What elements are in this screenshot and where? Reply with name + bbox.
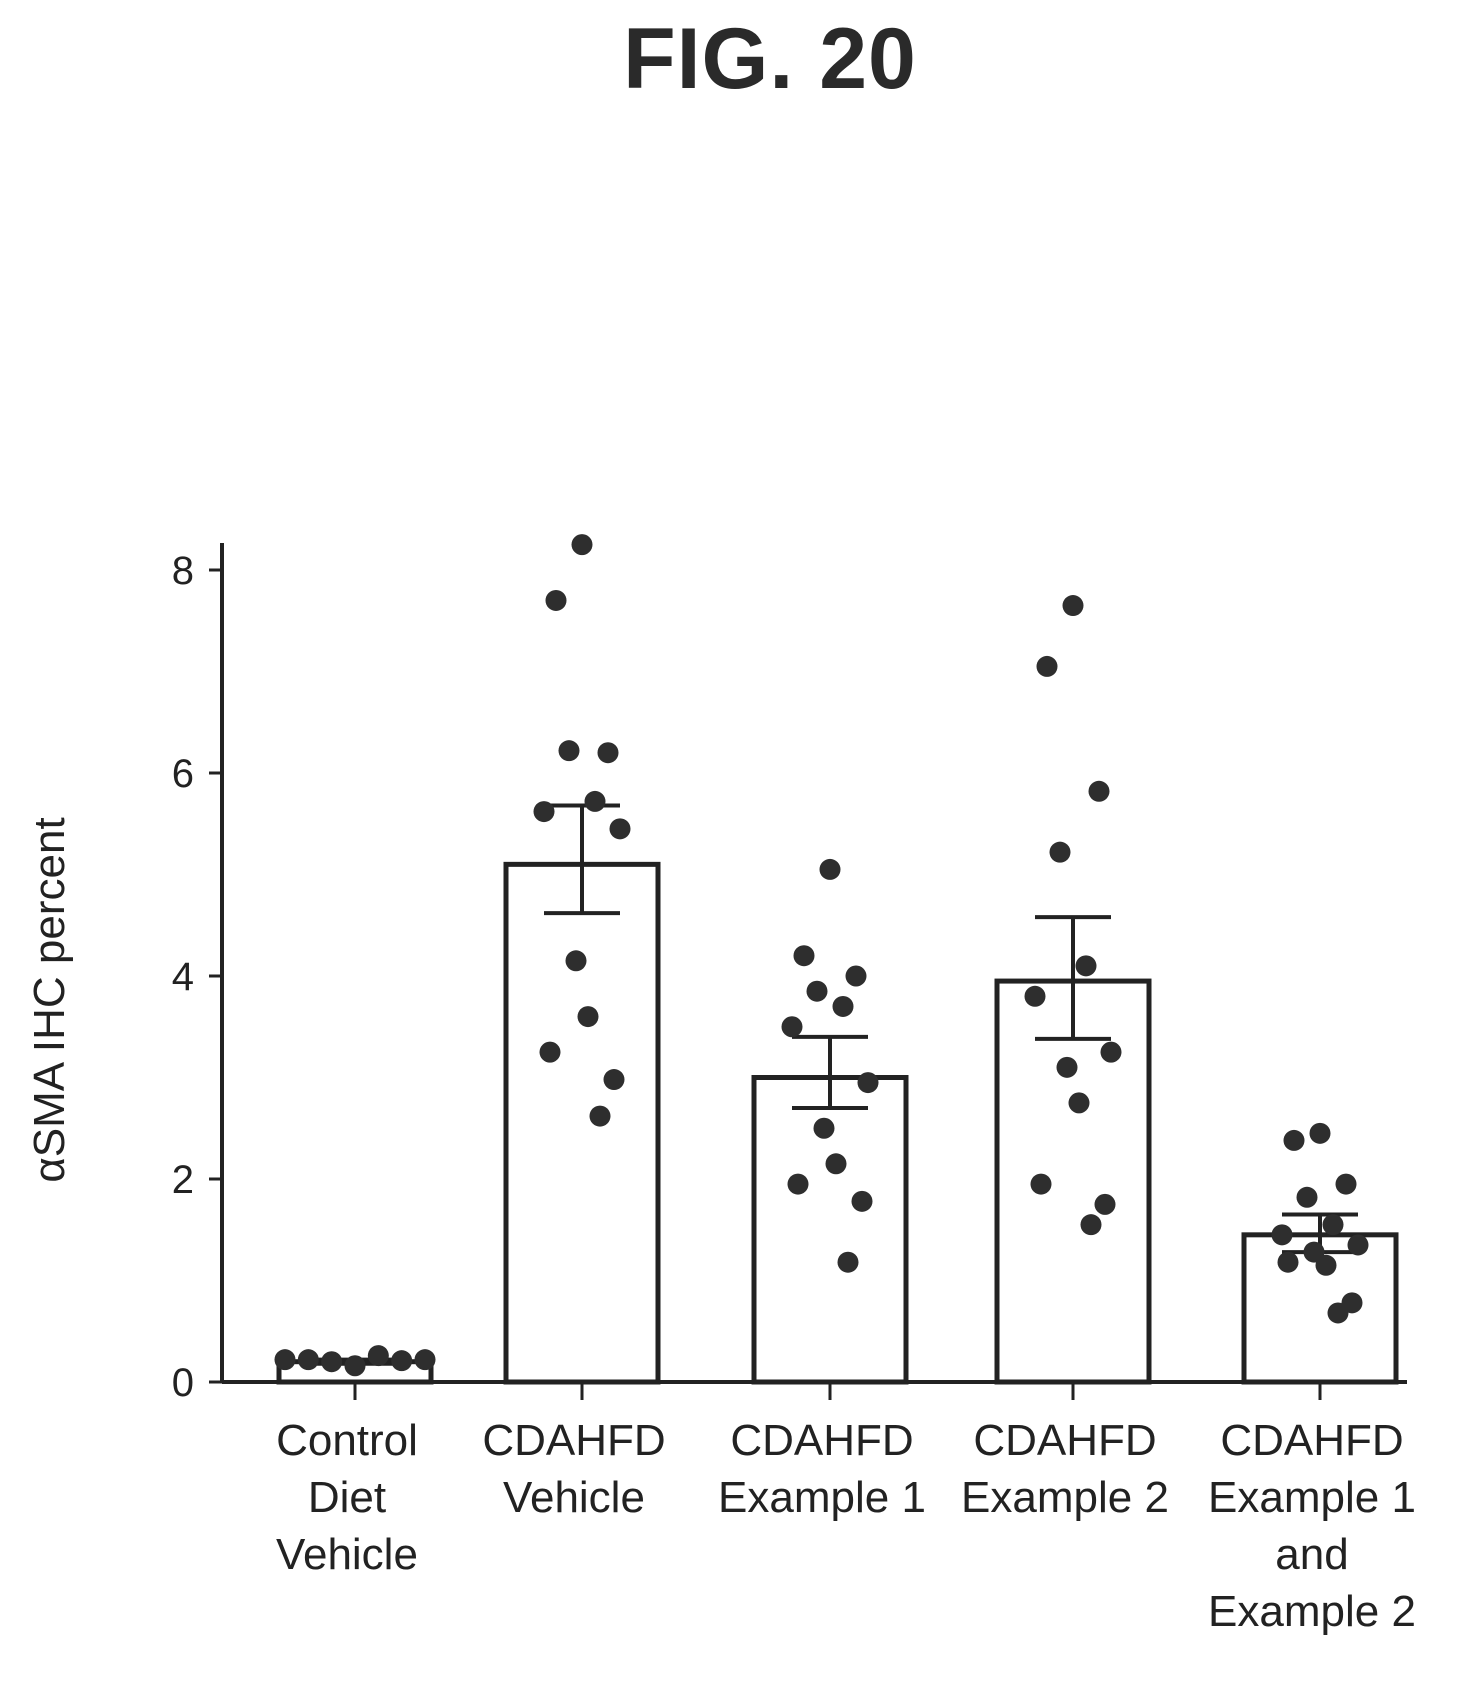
x-axis [222,1380,1407,1400]
data-point [1283,1129,1305,1151]
data-point [577,1006,599,1028]
data-point [1094,1193,1116,1215]
category-label-line: Vehicle [503,1473,645,1522]
data-point [584,790,606,812]
data-point [825,1153,847,1175]
data-point [545,589,567,611]
bar [503,861,661,1385]
data-point [571,534,593,556]
data-point [819,858,841,880]
data-point [1335,1173,1357,1195]
category-label-line: Control [276,1416,418,1465]
data-point [539,1041,561,1063]
data-point [787,1173,809,1195]
data-point [793,945,815,967]
data-point [274,1349,296,1371]
data-point [1327,1302,1349,1324]
category-labels: Control Diet Vehicle CDAHFD Vehicle CDAHFD Exa… [276,1416,1416,1636]
data-point [1062,595,1084,617]
data-point [1088,780,1110,802]
data-point [1024,985,1046,1007]
data-point [1296,1186,1318,1208]
y-tick-label: 4 [172,955,194,999]
data-point [1271,1224,1293,1246]
data-point [344,1355,366,1377]
data-point [832,995,854,1017]
y-tick-label: 0 [172,1361,194,1405]
category-label: CDAHFD Vehicle [482,1416,665,1522]
data-point [837,1251,859,1273]
category-label-line: and [1275,1530,1348,1579]
data-point [1030,1173,1052,1195]
category-label-line: Example 2 [961,1473,1169,1522]
data-point [565,950,587,972]
data-point [1322,1214,1344,1236]
category-label: Control Diet Vehicle [276,1416,418,1579]
data-point [845,965,867,987]
y-tick-label: 8 [172,549,194,593]
data-point [533,801,555,823]
category-label-line: Example 1 [718,1473,926,1522]
data-point [414,1349,436,1371]
data-point [1277,1251,1299,1273]
data-point [1315,1254,1337,1276]
category-label-line: Example 2 [1208,1587,1416,1636]
category-label-line: Example 1 [1208,1473,1416,1522]
category-label-line: CDAHFD [482,1416,665,1465]
data-point [367,1345,389,1367]
category-label: CDAHFD Example 1 and Example 2 [1208,1416,1416,1636]
data-point [1347,1234,1369,1256]
data-point [1049,841,1071,863]
data-point [558,740,580,762]
bars [276,861,1399,1385]
data-point [813,1117,835,1139]
data-point [1036,655,1058,677]
category-label-line: Diet [308,1473,386,1522]
data-point [857,1072,879,1094]
data-point [1309,1122,1331,1144]
data-point [806,980,828,1002]
category-label-line: CDAHFD [973,1416,1156,1465]
figure-label: FIG. 20 [623,11,917,107]
data-point [589,1105,611,1127]
category-label-line: Vehicle [276,1530,418,1579]
bar [994,978,1152,1385]
data-point [391,1350,413,1372]
category-label: CDAHFD Example 2 [961,1416,1169,1522]
data-point [1068,1092,1090,1114]
y-axis: 0 2 4 6 8 [172,543,224,1405]
data-point [609,818,631,840]
data-point [297,1349,319,1371]
data-points [274,534,1369,1377]
data-point [321,1351,343,1373]
data-point [603,1069,625,1091]
y-axis-title: αSMA IHC percent [25,817,74,1182]
data-point [1080,1214,1102,1236]
category-label-line: CDAHFD [730,1416,913,1465]
data-point [781,1016,803,1038]
data-point [597,742,619,764]
y-tick-label: 2 [172,1158,194,1202]
category-label-line: CDAHFD [1220,1416,1403,1465]
data-point [851,1190,873,1212]
data-point [1056,1056,1078,1078]
category-label: CDAHFD Example 1 [718,1416,926,1522]
data-point [1100,1041,1122,1063]
data-point [1075,955,1097,977]
y-tick-label: 6 [172,752,194,796]
